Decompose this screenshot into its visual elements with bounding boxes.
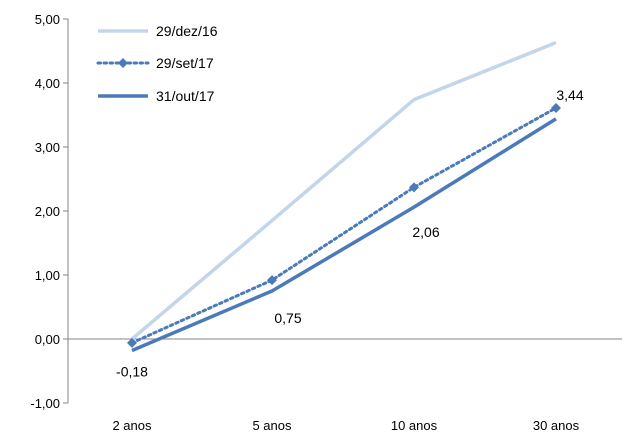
series-line-2 (130, 106, 558, 345)
y-tick-label: 2,00 (35, 204, 60, 219)
y-tick-label: -1,00 (30, 396, 60, 411)
x-tick-label: 30 anos (533, 418, 580, 433)
series-point-2 (127, 337, 137, 348)
series-line-3 (131, 117, 557, 353)
x-tick-label: 2 anos (112, 418, 152, 433)
data-label: 2,06 (412, 224, 439, 240)
x-tick-label: 5 anos (252, 418, 292, 433)
y-tick-label: 3,00 (35, 140, 60, 155)
y-tick-label: 5,00 (35, 12, 60, 27)
data-label: 3,44 (556, 87, 583, 103)
legend-marker (118, 58, 128, 68)
data-label: 0,75 (274, 310, 301, 326)
x-tick-label: 10 anos (391, 418, 438, 433)
y-tick-label: 1,00 (35, 268, 60, 283)
y-tick-label: 0,00 (35, 332, 60, 347)
series-point-2 (267, 275, 277, 286)
series-line-1 (130, 41, 557, 341)
legend-label-2: 29/set/17 (156, 55, 214, 71)
legend-label-1: 29/dez/16 (156, 23, 218, 39)
series-point-2 (409, 182, 419, 193)
data-label: -0,18 (116, 364, 148, 380)
y-tick-label: 4,00 (35, 76, 60, 91)
legend-label-3: 31/out/17 (156, 88, 215, 104)
series-point-2 (551, 102, 561, 113)
